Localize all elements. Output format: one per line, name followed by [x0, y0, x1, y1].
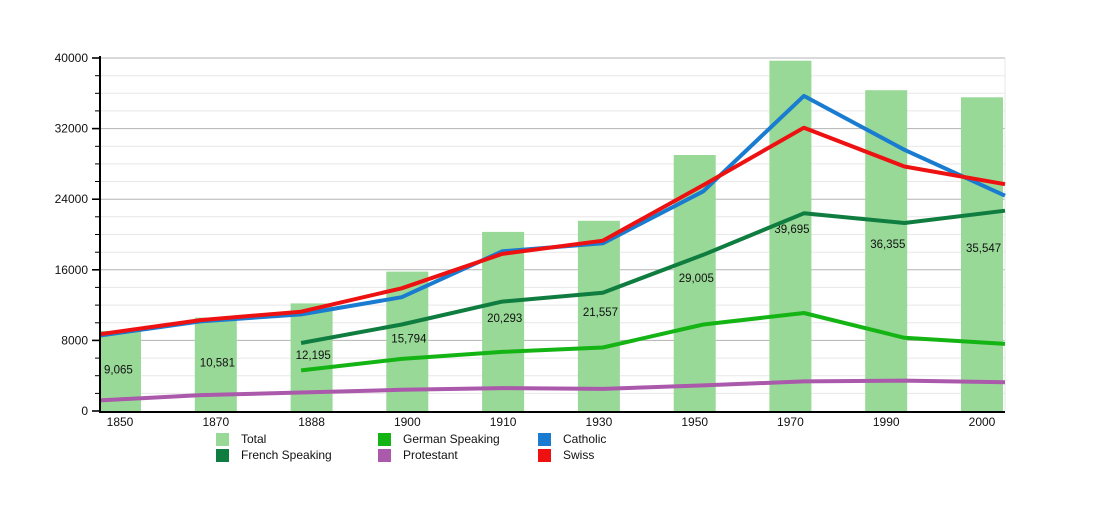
y-tick-label-16000: 16000	[55, 263, 89, 277]
legend-item-german-speaking: German Speaking	[378, 431, 538, 447]
bar-1990	[865, 90, 908, 411]
bar-1970	[769, 60, 812, 411]
legend-swatch-protestant	[378, 448, 391, 462]
bar-value-labels: 9,065 10,581 12,195 15,794 20,293 21,557 29,00…	[104, 224, 1001, 377]
bar-value-label-1970: 39,695	[774, 224, 809, 236]
line-protestant	[99, 378, 1006, 403]
bar-value-label-1910: 20,293	[487, 313, 522, 325]
bar-value-label-1900: 15,794	[391, 334, 427, 346]
x-tick-label-1850: 1850	[107, 415, 134, 429]
y-tick-label-8000: 8000	[61, 333, 88, 347]
legend-label: French Speaking	[241, 447, 332, 462]
x-tick-label-1930: 1930	[586, 415, 613, 429]
legend-item-protestant: Protestant	[378, 447, 538, 463]
legend-label: Catholic	[563, 431, 607, 446]
legend-item-swiss: Swiss	[538, 447, 606, 463]
bar-1910	[482, 231, 525, 411]
bar-value-label-1990: 36,355	[870, 239, 905, 251]
x-tick-label-1970: 1970	[777, 415, 804, 429]
x-tick-label-1870: 1870	[202, 415, 229, 429]
y-tick-label-24000: 24000	[55, 192, 89, 206]
bar-value-label-2000: 35,547	[966, 243, 1001, 255]
legend-label: Protestant	[403, 447, 458, 462]
y-tick-label-0: 0	[81, 404, 88, 418]
bar-value-label-1950: 29,005	[679, 273, 714, 285]
y-tick-labels: 0 8000 16000 24000 32000 40000	[55, 51, 89, 418]
x-tick-label-1910: 1910	[490, 415, 517, 429]
x-tick-label-1888: 1888	[298, 415, 325, 429]
gridlines	[100, 57, 1006, 411]
legend-swatch-french-speaking	[216, 448, 229, 462]
legend-swatch-catholic	[538, 432, 551, 446]
bar-1930	[577, 220, 620, 411]
bar-2000	[961, 97, 1003, 412]
bar-value-label-1930: 21,557	[583, 307, 618, 319]
legend-item-catholic: Catholic	[538, 431, 606, 447]
legend-label: Total	[241, 431, 267, 446]
line-german-speaking	[300, 311, 1006, 373]
y-ticks	[92, 57, 100, 412]
bar-value-label-1870: 10,581	[200, 357, 235, 369]
legend-swatch-swiss	[538, 448, 551, 462]
bar-value-label-1888: 12,195	[296, 350, 331, 362]
legend-label: Swiss	[563, 447, 595, 462]
legend-swatch-german-speaking	[378, 432, 391, 446]
x-tick-label-1990: 1990	[873, 415, 900, 429]
y-tick-label-40000: 40000	[55, 51, 89, 65]
legend-item-french-speaking: French Speaking	[216, 447, 378, 463]
x-tick-label-1950: 1950	[681, 415, 708, 429]
x-tick-labels: 1850 1870 1888 1900 1910 1930 1950 1970 1990 2000	[107, 415, 996, 429]
line-series	[99, 93, 1006, 403]
x-tick-label-2000: 2000	[969, 415, 996, 429]
line-french-speaking	[300, 208, 1006, 345]
legend-swatch-total	[216, 432, 229, 446]
x-tick-label-1900: 1900	[394, 415, 421, 429]
chart-legend: Total German Speaking Catholic French Speak…	[216, 431, 606, 463]
y-tick-label-32000: 32000	[55, 122, 89, 136]
legend-item-total: Total	[216, 431, 378, 447]
legend-label: German Speaking	[403, 431, 500, 446]
bar-value-label-1850: 9,065	[104, 364, 133, 376]
line-swiss	[99, 125, 1006, 337]
